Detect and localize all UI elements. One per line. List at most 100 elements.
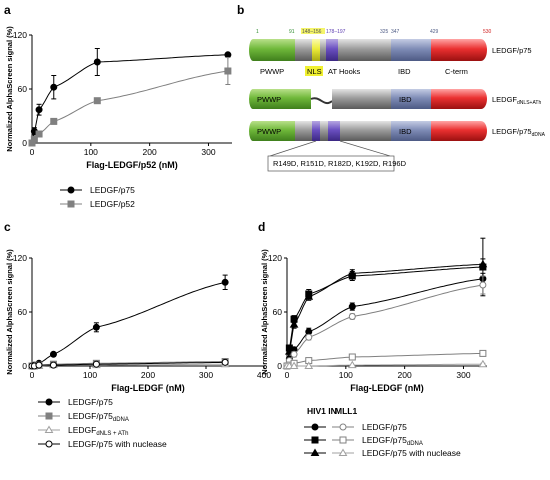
y-tick-label: 0 <box>22 361 27 371</box>
pwwp-domain <box>253 121 295 141</box>
data-point <box>478 259 488 268</box>
c-term-domain <box>431 89 481 109</box>
data-point <box>224 67 232 75</box>
data-point <box>221 358 229 366</box>
data-point <box>304 361 314 369</box>
x-tick-label: 200 <box>141 370 155 380</box>
legend-label: LEDGF/p75 <box>68 397 113 407</box>
domain-label-nls: NLS <box>307 67 322 76</box>
y-axis-label: Normalized AlphaScreen signal (%) <box>260 249 269 375</box>
legend-item: LEDGF/p75 <box>38 397 113 407</box>
construct-dnls-ath <box>249 89 487 109</box>
legend-item: LEDGF/p75 with nuclease <box>38 439 167 449</box>
legend-marker <box>311 423 319 431</box>
nls-label-highlight <box>305 66 323 76</box>
series-curve <box>31 70 228 144</box>
x-tick-label: 200 <box>398 370 412 380</box>
domain-label-c-term: C-term <box>445 67 468 76</box>
legend-label: LEDGFdNLS + ATh <box>68 425 128 437</box>
c-term-cap <box>475 89 487 109</box>
y-axis-label: Normalized AlphaScreen signal (%) <box>5 249 14 375</box>
series-curve <box>31 361 226 367</box>
data-point <box>93 97 101 105</box>
domain-label-pwwp: PWWP <box>260 67 284 76</box>
legend-marker <box>45 398 53 406</box>
n-term-cap <box>249 89 257 109</box>
callout-line-left <box>269 140 317 157</box>
row3-label-ibd: IBD <box>399 127 412 136</box>
nls-residue-highlight <box>301 28 325 34</box>
residue-148-156: 148–156 <box>302 29 322 35</box>
data-point <box>478 359 488 368</box>
legend-label: LEDGF/p75dDNA <box>68 411 129 423</box>
data-point <box>305 333 313 341</box>
x-tick-label: 400 <box>257 370 271 380</box>
data-point <box>348 303 356 311</box>
panel-label-d: d <box>258 220 265 234</box>
legend-marker <box>67 186 75 194</box>
x-tick-label: 100 <box>83 370 97 380</box>
legend-label: LEDGF/p75 <box>362 422 407 432</box>
row3-label-pwwp: PWWP <box>257 127 281 136</box>
y-tick-label: 0 <box>22 138 27 148</box>
chart-d: 0 100 200 300 0 60 120 Flag-LEDGF (nM) Normalize… <box>260 237 488 393</box>
legend-item: LEDGF/p75 with nuclease <box>304 448 461 458</box>
legend-label: LEDGF/p75 with nuclease <box>362 448 461 458</box>
x-axis-label: Flag-LEDGF/p52 (nM) <box>86 160 178 170</box>
x-tick-label: 200 <box>143 147 157 157</box>
mutation-box <box>267 155 395 172</box>
panel-label-b: b <box>237 3 244 17</box>
chart-c: 0 100 200 300 400 0 60 120 Flag-LEDGF (nM) Normal… <box>5 249 271 393</box>
x-tick-label: 0 <box>30 147 35 157</box>
data-point <box>49 361 57 369</box>
data-point <box>92 323 100 331</box>
legend-marker <box>44 425 54 433</box>
row2-label-ibd: IBD <box>399 95 412 104</box>
legend-item: LEDGF/p75 <box>60 185 135 195</box>
x-axis-label: Flag-LEDGF (nM) <box>350 383 424 393</box>
legend-marker <box>67 200 75 208</box>
legend-header-mll1: MLL1 <box>335 406 357 416</box>
legend-marker <box>338 448 348 456</box>
linker-region-2 <box>385 89 391 109</box>
legend-marker <box>339 436 347 444</box>
chart-a: 0 100 200 300 0 60 120 Flag-LEDGF/p52 (nM) Norma… <box>5 26 232 170</box>
construct-ddna <box>249 121 487 141</box>
x-tick-label: 100 <box>84 147 98 157</box>
residue-325: 325 <box>380 29 389 35</box>
residue-347: 347 <box>391 29 400 35</box>
series-curve <box>31 361 226 367</box>
legend-item: LEDGFdNLS + ATh <box>38 425 128 437</box>
residue-530: 530 <box>483 29 492 35</box>
c-term-domain <box>431 39 481 61</box>
data-point <box>348 313 356 320</box>
row-label-p75: LEDGF/p75 <box>492 46 532 55</box>
c-term-domain <box>431 121 481 141</box>
panel-label-a: a <box>4 3 11 17</box>
legend-item: LEDGF/p75 <box>304 422 407 432</box>
nls-domain <box>312 39 320 61</box>
row-label-dnls-ath: LEDGFdNLS+ATh <box>492 95 541 106</box>
series-curve <box>31 281 226 367</box>
domain-diagram: 1 91 148–156 178–197 325 347 429 530 PWW… <box>249 28 546 172</box>
legends: LEDGF/p75 LEDGF/p52 LEDGF/p75 LEDGF/p75dDNA… <box>38 185 461 458</box>
data-point <box>479 349 487 357</box>
pwwp-domain <box>253 39 295 61</box>
legend-item: LEDGF/p75dDNA <box>38 411 129 423</box>
y-tick-label: 60 <box>273 307 283 317</box>
series-curve <box>31 54 228 144</box>
ibd-domain <box>391 39 431 61</box>
data-point <box>50 83 58 91</box>
mutated-at-hooks <box>328 121 340 141</box>
legend-header-hiv1-in: HIV1 IN <box>307 406 337 416</box>
data-point <box>35 130 43 138</box>
y-tick-label: 0 <box>277 361 282 371</box>
series-curve <box>287 363 483 367</box>
residue-178-197: 178–197 <box>326 29 346 35</box>
legend-marker <box>311 436 319 444</box>
linker-region <box>332 89 385 109</box>
mutated-nls <box>312 121 320 141</box>
data-point <box>92 360 100 368</box>
deletion-linker <box>310 97 333 105</box>
